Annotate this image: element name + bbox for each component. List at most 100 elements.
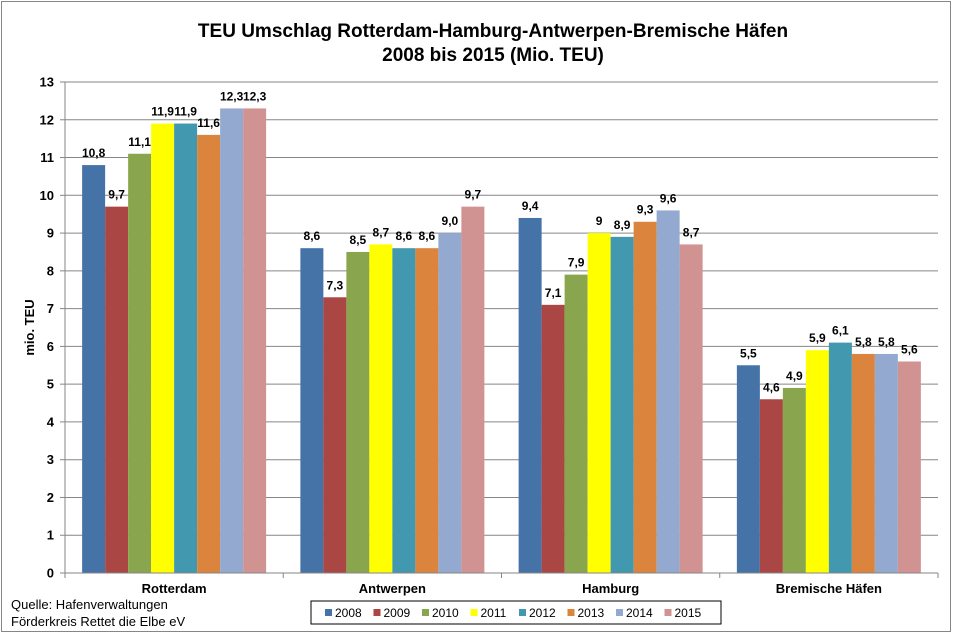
y-tick-label-1: 1	[47, 528, 54, 543]
bar-rotterdam-2013	[197, 134, 221, 573]
y-tick-label-7: 7	[47, 301, 54, 316]
data-label-bremische-häfen-2009: 4,6	[763, 380, 780, 394]
x-tick-label-hamburg: Hamburg	[582, 581, 639, 596]
bar-hamburg-2015	[679, 244, 703, 573]
x-tick-label-rotterdam: Rotterdam	[142, 581, 207, 596]
data-label-rotterdam-2013: 11,6	[197, 116, 220, 130]
legend-label-2015: 2015	[675, 606, 702, 620]
y-tick-label-4: 4	[47, 414, 55, 429]
bar-antwerpen-2012	[392, 248, 416, 573]
bar-rotterdam-2011	[151, 123, 175, 574]
legend-label-2013: 2013	[578, 606, 605, 620]
bar-hamburg-2013	[633, 221, 657, 573]
bar-hamburg-2012	[610, 236, 634, 573]
data-label-bremische-häfen-2015: 5,6	[901, 342, 918, 356]
bar-bremische-häfen-2015	[897, 361, 921, 573]
y-tick-label-0: 0	[47, 566, 54, 581]
data-label-antwerpen-2015: 9,7	[465, 188, 482, 202]
bar-antwerpen-2011	[369, 244, 393, 573]
bar-bremische-häfen-2011	[805, 350, 829, 573]
bar-bremische-häfen-2009	[759, 399, 783, 573]
legend-box	[310, 600, 722, 625]
bar-rotterdam-2010	[128, 153, 152, 573]
y-tick-label-13: 13	[40, 75, 54, 90]
data-label-rotterdam-2012: 11,9	[174, 105, 197, 119]
data-label-hamburg-2011: 9	[596, 214, 603, 228]
source-line-2: Förderkreis Rettet die Elbe eV	[11, 614, 186, 629]
data-label-hamburg-2009: 7,1	[545, 286, 562, 300]
y-tick-label-8: 8	[47, 263, 54, 278]
bar-antwerpen-2013	[415, 248, 439, 573]
data-label-rotterdam-2015: 12,3	[243, 89, 267, 103]
bar-antwerpen-2015	[461, 206, 485, 573]
data-label-antwerpen-2011: 8,7	[373, 225, 390, 239]
bar-antwerpen-2008	[300, 248, 324, 573]
data-label-antwerpen-2012: 8,6	[396, 229, 413, 243]
y-tick-label-3: 3	[47, 452, 54, 467]
legend-label-2009: 2009	[384, 606, 411, 620]
bar-hamburg-2014	[656, 210, 680, 573]
bar-bremische-häfen-2013	[851, 353, 875, 573]
data-label-rotterdam-2010: 11,1	[128, 135, 151, 149]
x-axis: Rotterdam Antwerpen Hamburg Bremische Häfen	[64, 572, 939, 596]
bar-rotterdam-2009	[105, 206, 129, 573]
data-label-hamburg-2010: 7,9	[568, 256, 585, 270]
bars	[82, 108, 921, 574]
x-tick-label-antwerpen: Antwerpen	[359, 581, 426, 596]
data-label-bremische-häfen-2008: 5,5	[740, 346, 757, 360]
data-label-antwerpen-2008: 8,6	[304, 229, 321, 243]
bar-antwerpen-2010	[346, 251, 370, 573]
data-label-rotterdam-2014: 12,3	[220, 89, 244, 103]
chart-title-line-2: 2008 bis 2015 (Mio. TEU)	[382, 45, 604, 66]
data-label-hamburg-2013: 9,3	[637, 203, 654, 217]
bar-hamburg-2010	[564, 274, 588, 573]
data-label-bremische-häfen-2013: 5,8	[855, 335, 872, 349]
data-label-rotterdam-2008: 10,8	[82, 146, 106, 160]
y-axis-title: mio. TEU	[22, 299, 37, 355]
data-label-bremische-häfen-2012: 6,1	[832, 324, 849, 338]
legend-swatch-2009	[373, 609, 381, 616]
bar-antwerpen-2014	[438, 233, 462, 574]
legend-swatch-2013	[567, 609, 575, 616]
data-label-rotterdam-2009: 9,7	[108, 188, 125, 202]
bar-rotterdam-2012	[174, 123, 198, 574]
legend-label-2008: 2008	[335, 606, 362, 620]
data-label-hamburg-2012: 8,9	[614, 218, 631, 232]
data-label-hamburg-2008: 9,4	[522, 199, 539, 213]
y-tick-label-10: 10	[40, 188, 54, 203]
bar-rotterdam-2008	[82, 165, 106, 574]
legend-swatch-2015	[664, 609, 672, 616]
data-label-antwerpen-2009: 7,3	[327, 278, 344, 292]
bar-hamburg-2008	[518, 217, 542, 573]
data-labels: 10,89,711,111,9 11,911,612,3 12,38,67,38,5…	[82, 89, 918, 394]
legend-label-2011: 2011	[481, 606, 507, 620]
y-tick-label-6: 6	[47, 339, 54, 354]
legend-swatch-2008	[325, 609, 332, 616]
bar-bremische-häfen-2012	[828, 342, 852, 573]
bar-antwerpen-2009	[323, 297, 347, 573]
legend-swatch-2012	[519, 609, 526, 616]
x-tick-label-bremische-häfen: Bremische Häfen	[776, 581, 882, 596]
y-tick-label-12: 12	[40, 112, 54, 127]
legend-swatch-2014	[616, 609, 623, 616]
legend-label-2012: 2012	[529, 606, 556, 620]
chart-title: TEU Umschlag Rotterdam-Hamburg-Antwerpen…	[198, 21, 788, 66]
data-label-hamburg-2014: 9,6	[660, 191, 677, 205]
bar-hamburg-2009	[541, 304, 565, 573]
data-label-hamburg-2015: 8,7	[683, 225, 700, 239]
bar-rotterdam-2015	[243, 108, 267, 573]
bar-bremische-häfen-2010	[782, 387, 806, 573]
data-label-rotterdam-2011: 11,9	[151, 105, 174, 119]
data-label-antwerpen-2013: 8,6	[419, 229, 436, 243]
source-line-1: Quelle: Hafenverwaltungen	[11, 597, 168, 612]
y-tick-label-2: 2	[47, 490, 54, 505]
bar-bremische-häfen-2008	[736, 365, 760, 573]
data-label-antwerpen-2010: 8,5	[350, 233, 367, 247]
y-tick-label-11: 11	[40, 150, 54, 165]
y-tick-label-9: 9	[47, 226, 54, 241]
legend-swatch-2011	[470, 609, 478, 616]
bar-bremische-häfen-2014	[874, 353, 898, 573]
legend-swatch-2010	[422, 609, 429, 616]
